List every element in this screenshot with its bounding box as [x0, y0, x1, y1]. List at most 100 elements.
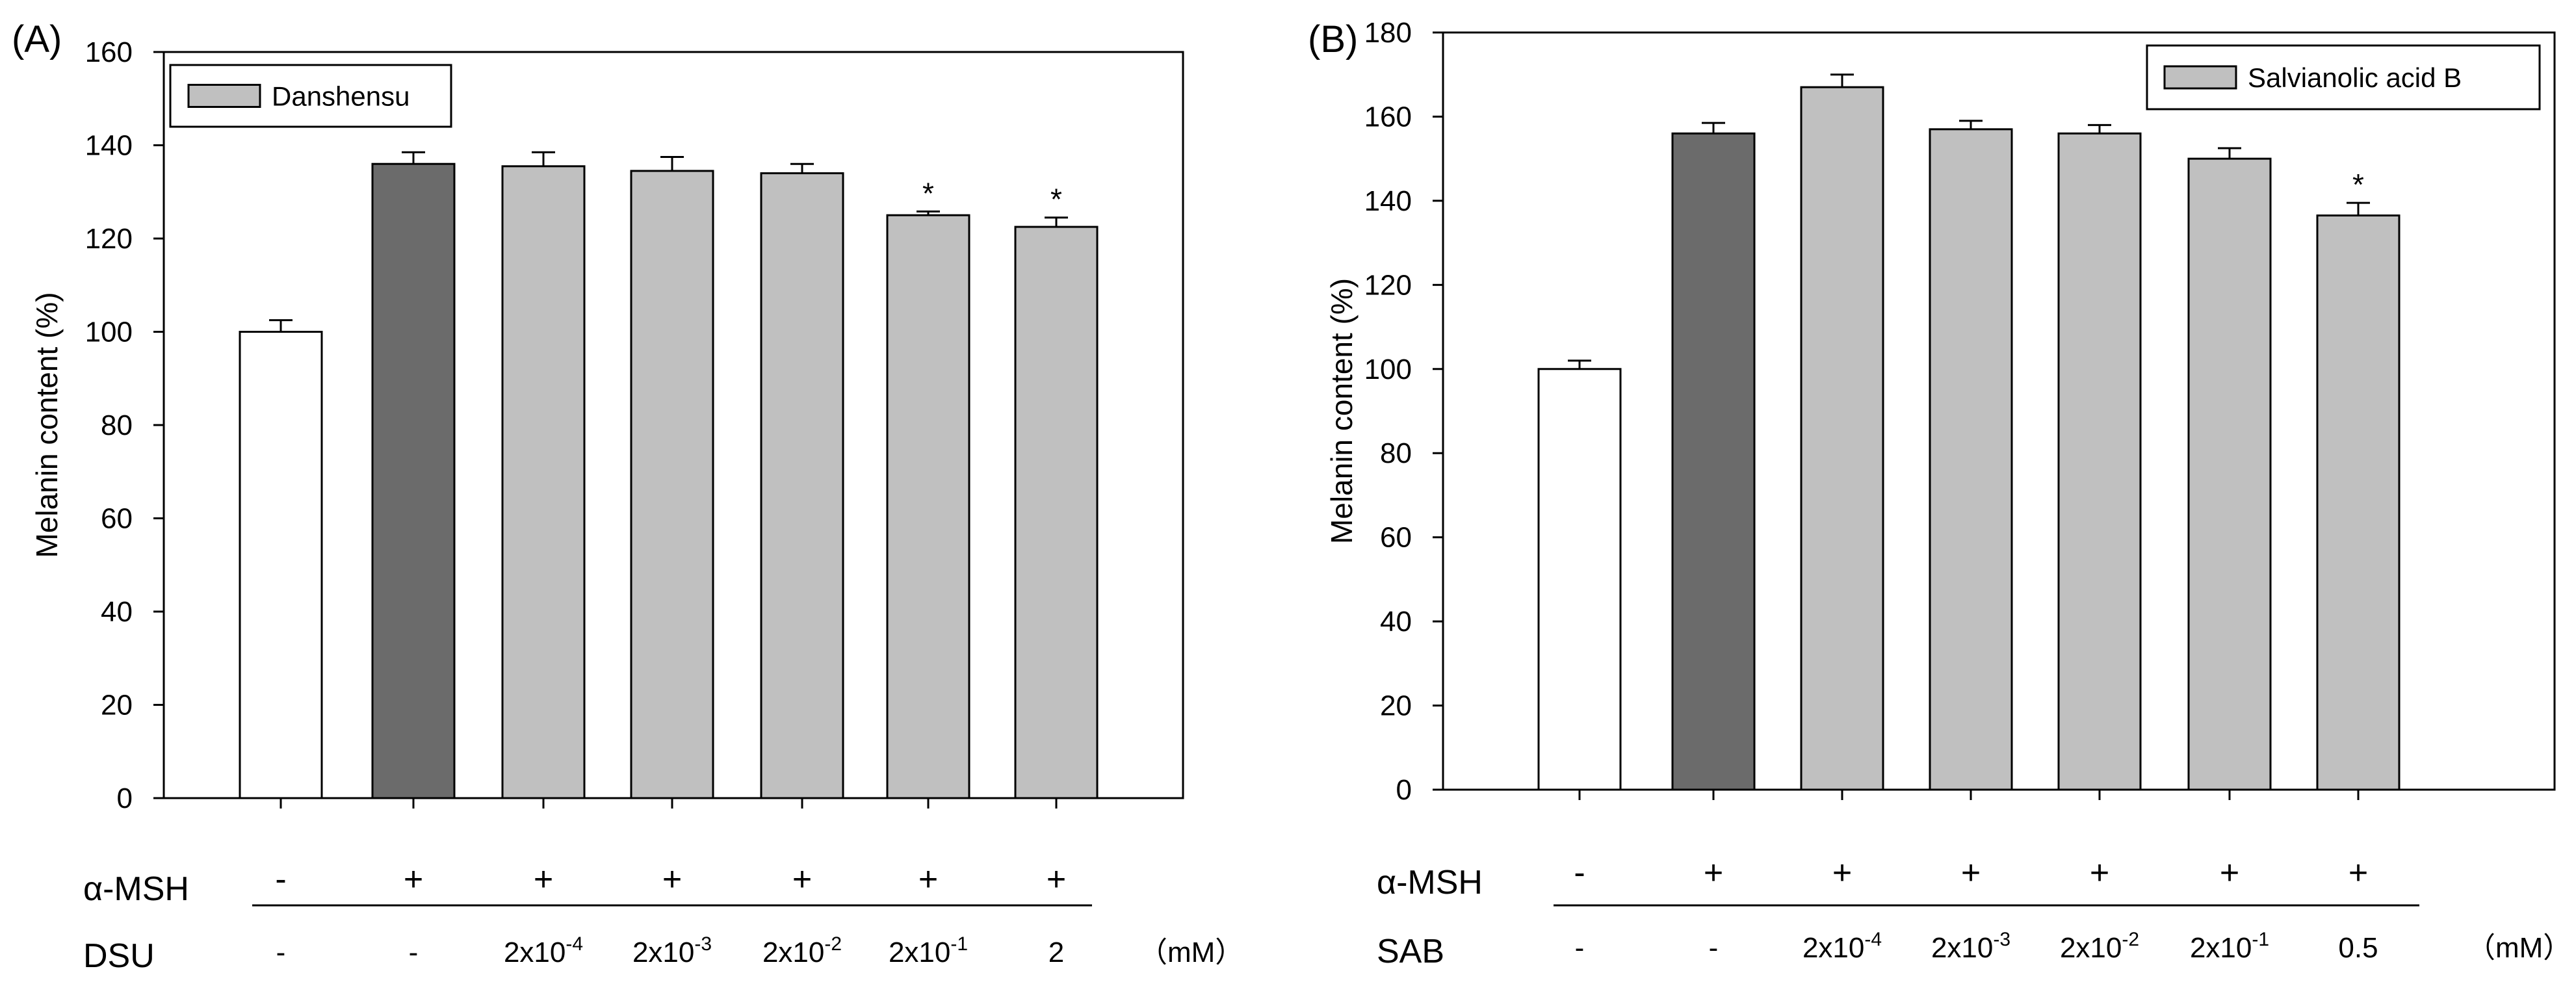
legend-label: Danshensu [272, 81, 410, 112]
y-tick-label: 20 [1380, 690, 1412, 722]
msh-sign: + [1832, 854, 1852, 892]
dose-base: 2x10 [1931, 932, 1993, 964]
dose-label: - [1709, 932, 1719, 964]
dose-label: 2x10-1 [2190, 929, 2269, 964]
dose-exponent: -4 [566, 933, 583, 955]
dose-label: - [276, 937, 286, 968]
msh-sign: + [534, 861, 553, 898]
dose-base: 2x10 [504, 937, 566, 968]
msh-sign: + [1047, 861, 1066, 898]
y-tick-label: 160 [1364, 101, 1412, 133]
dose-label: - [1575, 932, 1585, 964]
dose-label: 2x10-4 [1802, 929, 1882, 964]
row-label-dose: SAB [1377, 933, 1444, 970]
bar [1537, 368, 1622, 791]
unit-label: （mM） [1139, 937, 1243, 968]
legend-label: Salvianolic acid B [2248, 62, 2462, 93]
panel-a: (A) 0 20 40 60 80 100 120 140 160 Melanin content … [12, 18, 1243, 975]
dose-exponent: -4 [1864, 929, 1882, 950]
y-tick-label: 160 [85, 36, 133, 68]
dose-label: 0.5 [2338, 932, 2378, 964]
bar [1014, 226, 1099, 799]
y-tick-label: 0 [117, 783, 133, 814]
y-tick-label: 100 [1364, 354, 1412, 385]
dose-label: 2x10-2 [762, 933, 842, 968]
dose-base: 2 [1048, 937, 1064, 968]
dose-label: 2x10-3 [1931, 929, 2010, 964]
significance-star: * [1050, 183, 1062, 216]
dose-exponent: -1 [950, 933, 968, 955]
legend-swatch [187, 84, 261, 108]
y-tick-label: 60 [1380, 522, 1412, 554]
dose-base: 2x10 [2190, 932, 2252, 964]
bar [2187, 157, 2272, 791]
bar [2057, 132, 2142, 791]
dose-exponent: -2 [2122, 929, 2139, 950]
y-tick-label: 40 [101, 596, 133, 628]
dose-label: 2x10-2 [2060, 929, 2139, 964]
panel-label: (B) [1308, 18, 1358, 60]
row-label-dose: DSU [83, 937, 155, 975]
y-tick-label: 180 [1364, 17, 1412, 49]
dose-label: 2 [1048, 937, 1064, 968]
bar [239, 331, 323, 799]
bar [371, 162, 456, 799]
bar [1671, 132, 1756, 791]
dose-exponent: -1 [2252, 929, 2269, 950]
bar [760, 172, 844, 799]
msh-sign: + [662, 861, 682, 898]
dose-base: - [409, 937, 419, 968]
bar [2316, 214, 2400, 791]
dose-exponent: -2 [824, 933, 842, 955]
msh-sign: + [2090, 854, 2109, 892]
y-tick-label: 40 [1380, 606, 1412, 638]
dose-label: 2x10-3 [632, 933, 712, 968]
dose-base: 2x10 [632, 937, 694, 968]
panel-b: (B) 0 20 40 60 80 100 120 140 160 180 Melanin conte… [1308, 17, 2571, 970]
dose-label: 2x10-4 [504, 933, 583, 968]
dose-base: 2x10 [762, 937, 824, 968]
dose-base: 2x10 [2060, 932, 2122, 964]
y-axis-label: Melanin content (%) [30, 292, 64, 558]
unit-label: （mM） [2467, 932, 2571, 964]
y-tick-label: 120 [85, 223, 133, 255]
dose-base: 2x10 [1802, 932, 1864, 964]
msh-sign: - [275, 861, 286, 898]
dose-label: 2x10-1 [889, 933, 968, 968]
y-axis-label: Melanin content (%) [1325, 278, 1359, 544]
msh-sign: + [792, 861, 812, 898]
y-tick-label: 60 [101, 503, 133, 535]
dose-exponent: -3 [694, 933, 712, 955]
msh-sign: + [918, 861, 938, 898]
y-tick-label: 140 [1364, 185, 1412, 217]
y-tick-label: 140 [85, 130, 133, 162]
dose-base: 0.5 [2338, 932, 2378, 964]
dose-label: - [409, 937, 419, 968]
msh-sign: - [1574, 854, 1585, 892]
dose-base: 2x10 [889, 937, 950, 968]
y-tick-label: 120 [1364, 269, 1412, 301]
bar [501, 165, 586, 799]
msh-sign: + [404, 861, 423, 898]
dose-base: - [1709, 932, 1719, 964]
significance-star: * [2352, 168, 2364, 201]
dose-base: - [1575, 932, 1585, 964]
msh-sign: + [2348, 854, 2368, 892]
legend-swatch [2163, 65, 2237, 90]
bar [630, 170, 714, 799]
row-label-msh: α-MSH [83, 870, 189, 908]
y-tick-label: 80 [101, 409, 133, 441]
bar [1929, 128, 2013, 791]
msh-sign: + [1961, 854, 1981, 892]
msh-sign: + [1704, 854, 1723, 892]
y-tick-label: 80 [1380, 437, 1412, 469]
row-label-msh: α-MSH [1377, 864, 1483, 901]
y-tick-label: 0 [1396, 774, 1412, 806]
y-tick-label: 20 [101, 690, 133, 721]
dose-base: - [276, 937, 286, 968]
panel-label: (A) [12, 18, 62, 60]
msh-sign: + [2220, 854, 2239, 892]
bar [1800, 86, 1884, 791]
dose-exponent: -3 [1993, 929, 2010, 950]
